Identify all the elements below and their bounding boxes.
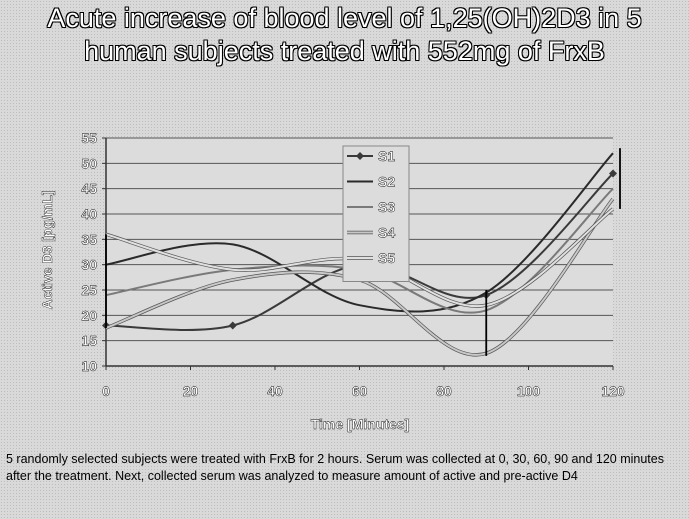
x-axis-label: Time [Minutes] <box>311 416 410 432</box>
y-tick-label-25: 25 <box>81 282 97 298</box>
chart-legend: S1 S2 S3 S4 S5 <box>342 145 410 282</box>
series-line-s2 <box>105 152 614 313</box>
x-tick-label-80: 80 <box>436 383 452 399</box>
y-tick-label-35: 35 <box>81 231 97 247</box>
chart-tick-labels: 10 15 20 25 30 35 40 45 50 55 0 20 40 60 80 100 120 <box>81 130 625 399</box>
legend-marker-s1 <box>356 152 364 160</box>
y-axis-label: Active D3 [pg/mL] <box>39 190 55 309</box>
series-line-s4 <box>105 198 614 356</box>
legend-label-s5: S5 <box>378 250 395 266</box>
y-tick-label-10: 10 <box>81 358 97 374</box>
y-tick-label-30: 30 <box>81 257 97 273</box>
x-tick-label-0: 0 <box>102 383 110 399</box>
x-tick-label-60: 60 <box>352 383 368 399</box>
chart-title: Acute increase of blood level of 1,25(OH… <box>0 2 689 68</box>
chart-error-bars <box>105 148 621 356</box>
y-tick-label-45: 45 <box>81 181 97 197</box>
y-tick-label-50: 50 <box>81 155 97 171</box>
x-tick-label-120: 120 <box>601 383 625 399</box>
y-tick-label-55: 55 <box>81 130 97 146</box>
legend-label-s1: S1 <box>378 148 395 164</box>
data-point-s1-120 <box>609 169 617 178</box>
data-point-s1-30 <box>228 321 237 330</box>
x-tick-label-20: 20 <box>183 383 199 399</box>
legend-label-s4: S4 <box>378 225 395 241</box>
legend-box <box>342 145 410 282</box>
x-tick-label-100: 100 <box>517 383 541 399</box>
chart-caption: 5 randomly selected subjects were treate… <box>6 452 664 483</box>
chart-title-line-2: human subjects treated with 552mg of Frx… <box>84 36 605 66</box>
chart-title-line-1: Acute increase of blood level of 1,25(OH… <box>47 3 642 33</box>
y-tick-label-40: 40 <box>81 206 97 222</box>
legend-label-s2: S2 <box>378 174 395 190</box>
legend-label-s3: S3 <box>378 199 395 215</box>
x-tick-label-40: 40 <box>267 383 283 399</box>
y-tick-label-20: 20 <box>81 307 97 323</box>
y-tick-label-15: 15 <box>81 333 97 349</box>
